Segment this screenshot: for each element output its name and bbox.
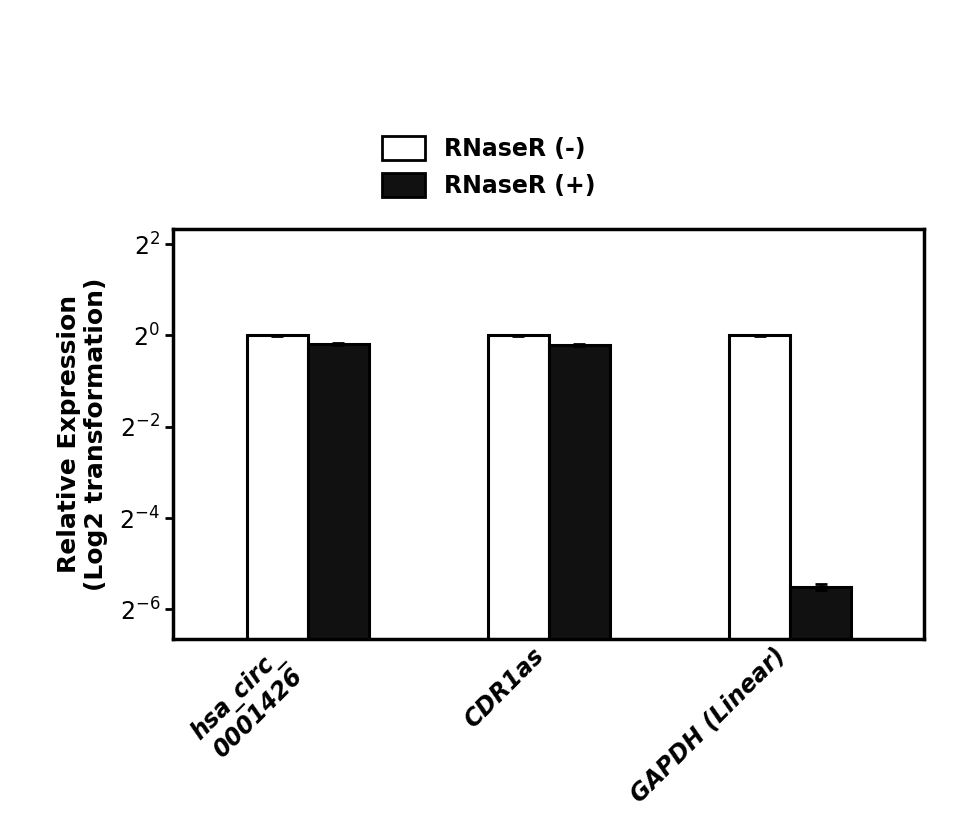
Bar — [729, 335, 790, 819]
Bar — [790, 587, 851, 819]
Bar — [549, 346, 610, 819]
Bar — [247, 335, 308, 819]
Y-axis label: Relative Expression
(Log2 transformation): Relative Expression (Log2 transformation… — [57, 278, 109, 590]
Legend: RNaseR (-), RNaseR (+): RNaseR (-), RNaseR (+) — [373, 126, 605, 207]
Bar — [308, 344, 369, 819]
Bar — [488, 335, 549, 819]
